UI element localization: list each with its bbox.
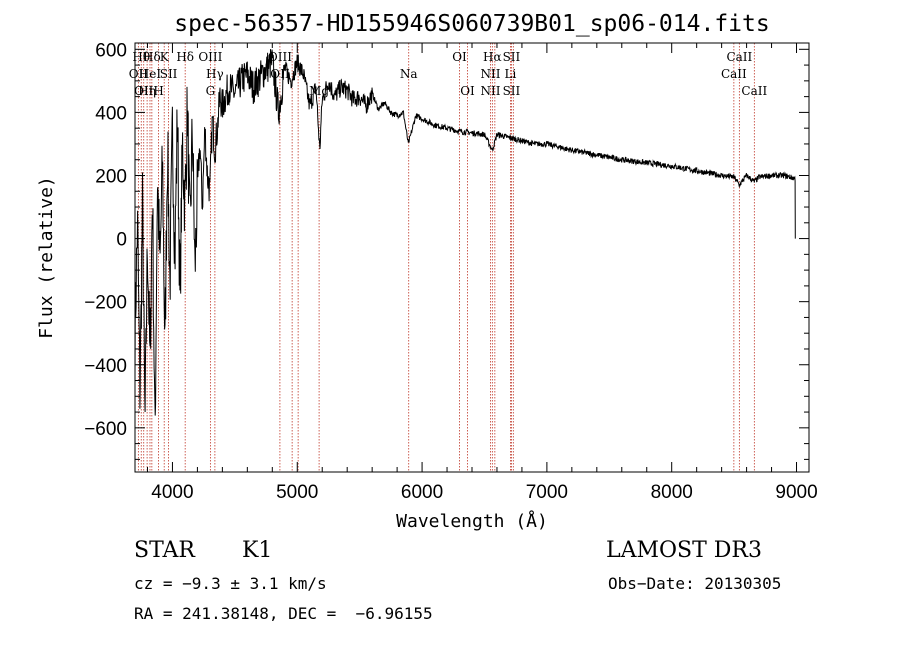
- line-marker-label: SII: [503, 84, 521, 98]
- x-tick-label: 4000: [151, 482, 193, 503]
- line-marker-label: SII: [160, 67, 178, 81]
- line-marker-label: Hθ: [132, 50, 150, 64]
- x-tick-label: 8000: [651, 482, 693, 503]
- object-subclass: K1: [242, 538, 273, 563]
- line-marker-label: H: [153, 84, 163, 98]
- object-class: STAR: [134, 538, 195, 563]
- y-tick-label: −600: [84, 419, 127, 440]
- observation-date: Obs−Date: 20130305: [608, 574, 782, 593]
- line-marker-label: Hδ: [143, 50, 161, 64]
- x-tick-label: 5000: [276, 482, 318, 503]
- x-tick-label: 7000: [526, 482, 568, 503]
- y-tick-label: 400: [95, 103, 127, 124]
- line-marker-label: CaII: [741, 84, 767, 98]
- line-markers: [137, 43, 755, 472]
- line-marker-label: Na: [400, 67, 418, 81]
- x-tick-label: 9000: [775, 482, 817, 503]
- line-marker-label: OII: [129, 67, 149, 81]
- y-tick-label: 200: [95, 166, 127, 187]
- y-axis-label: Flux (relative): [36, 176, 57, 339]
- plot-frame: [134, 42, 810, 473]
- line-marker-label: Li: [505, 67, 517, 81]
- y-tick-label: 600: [95, 40, 127, 61]
- line-marker-label: OI: [452, 50, 467, 64]
- line-marker-label: OIII: [198, 50, 222, 64]
- spectrum-line: [134, 49, 796, 416]
- line-marker-label: OI: [460, 84, 475, 98]
- x-tick-label: 6000: [401, 482, 443, 503]
- line-marker-label: K: [160, 50, 170, 64]
- x-axis-label: Wavelength (Å): [396, 510, 548, 532]
- line-marker-label: HeI: [139, 67, 162, 81]
- coordinates: RA = 241.38148, DEC = −6.96155: [134, 604, 433, 623]
- y-axis: 600 400 200 0 −200 −400 −600: [84, 40, 809, 460]
- line-marker-label: NII: [480, 67, 500, 81]
- line-marker-label: OII: [134, 84, 154, 98]
- chart-title: spec-56357-HD155946S060739B01_sp06-014.f…: [174, 11, 769, 37]
- redshift-value: cz = −9.3 ± 3.1 km/s: [134, 574, 327, 593]
- survey-name: LAMOST DR3: [606, 538, 762, 563]
- line-marker-label: SII: [503, 50, 521, 64]
- line-marker-label: Hδ: [176, 50, 194, 64]
- line-marker-label: Hγ: [206, 67, 224, 81]
- y-tick-label: −200: [84, 293, 127, 314]
- x-axis: 4000 5000 6000 7000 8000 9000: [146, 43, 818, 503]
- line-marker-label: CaII: [726, 50, 752, 64]
- line-marker-label: Hη: [138, 84, 156, 98]
- y-tick-label: −400: [84, 356, 127, 377]
- line-marker-label: Hα: [483, 50, 502, 64]
- line-marker-label: CaII: [721, 67, 747, 81]
- y-tick-label: 0: [116, 230, 127, 251]
- line-marker-label: G: [206, 84, 216, 98]
- line-marker-label: NII: [480, 84, 500, 98]
